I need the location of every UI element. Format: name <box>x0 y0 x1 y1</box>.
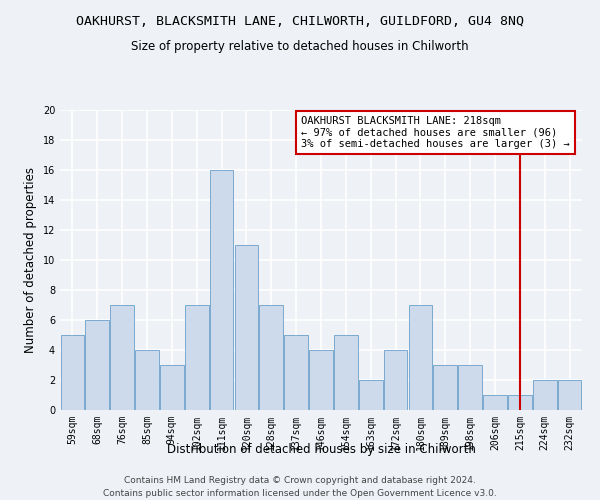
Bar <box>483 395 507 410</box>
Text: OAKHURST BLACKSMITH LANE: 218sqm
← 97% of detached houses are smaller (96)
3% of: OAKHURST BLACKSMITH LANE: 218sqm ← 97% o… <box>301 116 570 149</box>
Bar <box>433 365 457 410</box>
Bar <box>259 305 283 410</box>
Bar <box>359 380 383 410</box>
Text: OAKHURST, BLACKSMITH LANE, CHILWORTH, GUILDFORD, GU4 8NQ: OAKHURST, BLACKSMITH LANE, CHILWORTH, GU… <box>76 15 524 28</box>
Bar <box>235 245 258 410</box>
Bar <box>160 365 184 410</box>
Bar <box>384 350 407 410</box>
Bar <box>61 335 84 410</box>
Text: Size of property relative to detached houses in Chilworth: Size of property relative to detached ho… <box>131 40 469 53</box>
Bar <box>558 380 581 410</box>
Bar <box>185 305 209 410</box>
Bar <box>309 350 333 410</box>
Bar <box>210 170 233 410</box>
Text: Distribution of detached houses by size in Chilworth: Distribution of detached houses by size … <box>167 442 475 456</box>
Bar <box>135 350 159 410</box>
Text: Contains HM Land Registry data © Crown copyright and database right 2024.
Contai: Contains HM Land Registry data © Crown c… <box>103 476 497 498</box>
Bar <box>458 365 482 410</box>
Bar <box>284 335 308 410</box>
Bar <box>533 380 557 410</box>
Bar <box>409 305 432 410</box>
Bar <box>508 395 532 410</box>
Y-axis label: Number of detached properties: Number of detached properties <box>24 167 37 353</box>
Bar <box>334 335 358 410</box>
Bar <box>85 320 109 410</box>
Bar <box>110 305 134 410</box>
